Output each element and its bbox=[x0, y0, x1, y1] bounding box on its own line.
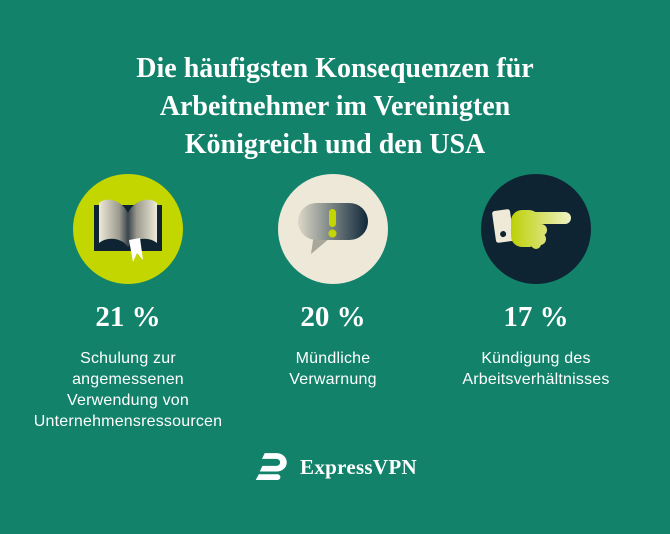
label-line: Verwendung von bbox=[66, 392, 189, 409]
pointing-hand-icon-svg bbox=[492, 209, 571, 249]
label-line: Arbeitsverhältnisses bbox=[462, 371, 610, 388]
open-book-icon bbox=[73, 174, 183, 284]
stat-label: Schulung zur angemessenen Verwendung von… bbox=[34, 348, 223, 432]
brand-footer: ExpressVPN bbox=[0, 452, 670, 483]
brand-wordmark: ExpressVPN bbox=[300, 455, 417, 479]
stat-column-termination: 17 % Kündigung des Arbeitsverhältnisses bbox=[421, 174, 651, 390]
label-line: angemessenen bbox=[72, 371, 184, 388]
stat-percentage: 17 % bbox=[503, 301, 569, 333]
stat-percentage: 21 % bbox=[95, 301, 161, 333]
title-line: Königreich und den USA bbox=[184, 129, 486, 160]
pointing-hand-icon bbox=[481, 174, 591, 284]
stat-column-training: 21 % Schulung zur angemessenen Verwendun… bbox=[8, 174, 248, 432]
label-line: Mündliche bbox=[295, 350, 371, 367]
speech-bubble-exclamation-icon bbox=[278, 174, 388, 284]
page-title: Die häufigsten Konsequenzen für Arbeitne… bbox=[75, 0, 595, 164]
title-line: Arbeitnehmer im Vereinigten bbox=[159, 91, 511, 122]
open-book-icon-svg bbox=[94, 199, 162, 262]
stat-label: Mündliche Verwarnung bbox=[289, 348, 376, 390]
label-line: Schulung zur bbox=[80, 350, 176, 367]
label-line: Verwarnung bbox=[289, 371, 377, 388]
stat-column-verbal-warning: 20 % Mündliche Verwarnung bbox=[238, 174, 428, 390]
stat-label: Kündigung des Arbeitsverhältnisses bbox=[462, 348, 609, 390]
label-line: Unternehmensressourcen bbox=[33, 413, 223, 430]
expressvpn-logo-icon bbox=[255, 453, 287, 481]
label-line: Kündigung des bbox=[481, 350, 591, 367]
title-line: Die häufigsten Konsequenzen für bbox=[136, 53, 534, 84]
speech-bubble-exclamation-icon-svg bbox=[298, 203, 368, 254]
stat-percentage: 20 % bbox=[300, 301, 366, 333]
